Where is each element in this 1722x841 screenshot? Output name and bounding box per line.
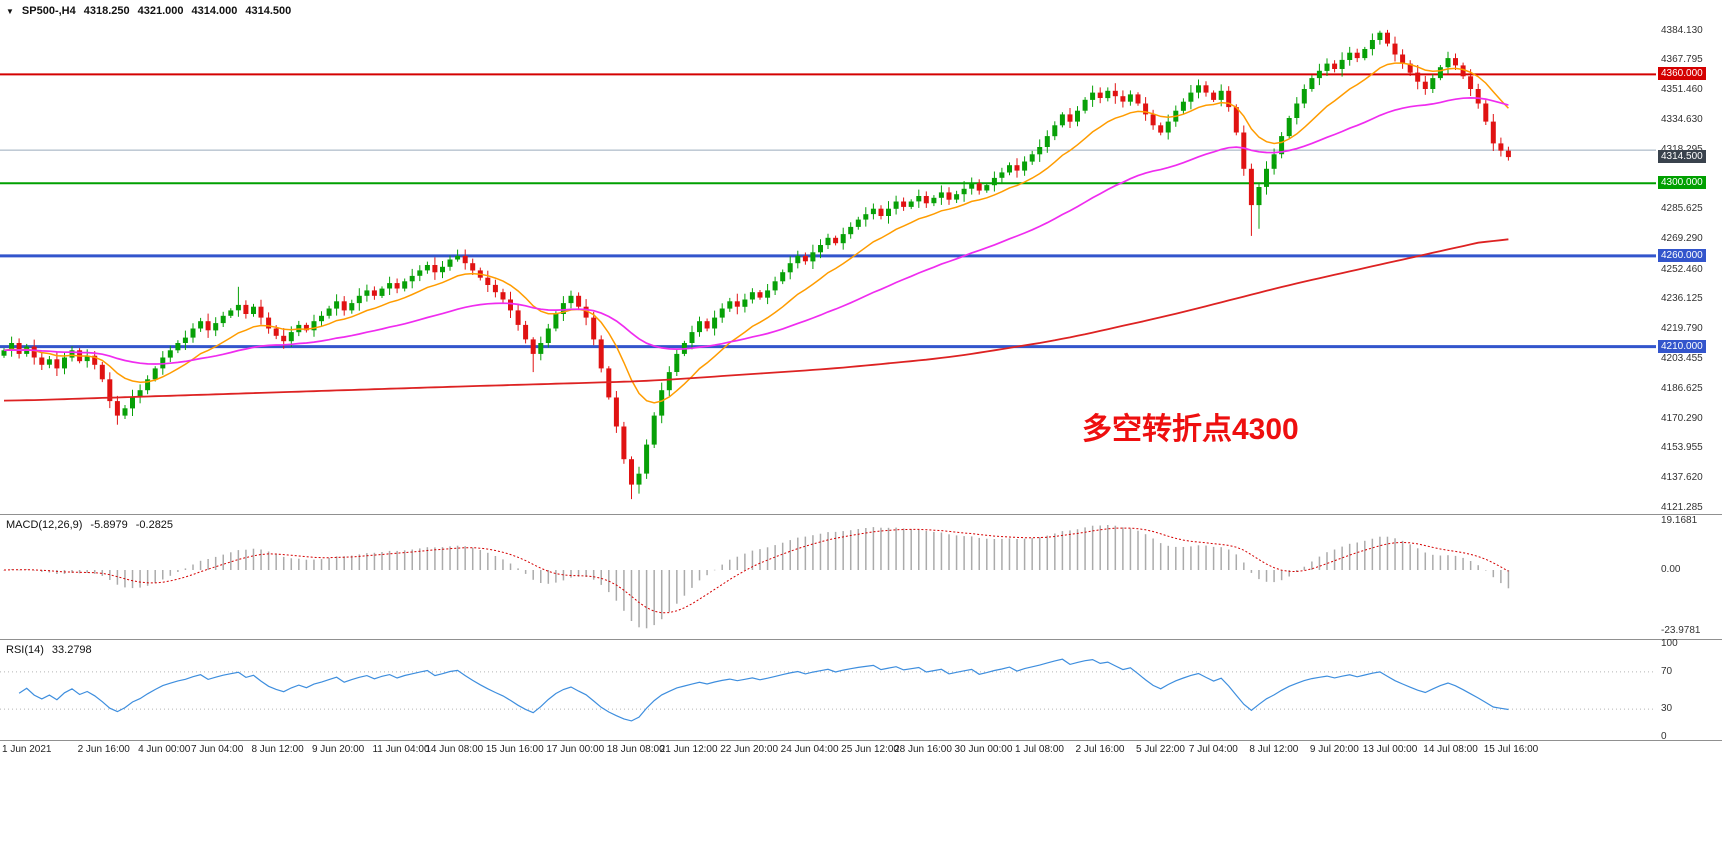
time-axis-label: 8 Jun 12:00	[251, 744, 304, 755]
candles-series	[1, 29, 1511, 500]
time-axis-label: 1 Jul 08:00	[1015, 744, 1064, 755]
ma-mid-magenta-path	[3, 97, 1509, 365]
time-axis-label: 30 Jun 00:00	[954, 744, 1013, 755]
rsi-panel-canvas[interactable]	[0, 640, 1722, 741]
time-axis-label: 22 Jun 20:00	[720, 744, 779, 755]
macd-histogram	[3, 525, 1510, 629]
time-axis-label: 7 Jul 04:00	[1188, 744, 1238, 755]
panel-divider[interactable]	[0, 639, 1722, 640]
time-axis-label: 1 Jun 2021	[2, 744, 52, 755]
macd-panel-canvas[interactable]	[0, 515, 1722, 640]
ohlc-low-value: 4314.000	[191, 5, 238, 17]
macd-main-value: -5.8979	[90, 519, 128, 531]
rsi-indicator-label: RSI(14)	[6, 644, 44, 656]
price-chart-canvas[interactable]	[0, 0, 1722, 515]
panel-divider[interactable]	[0, 514, 1722, 515]
time-axis-label: 15 Jun 16:00	[485, 744, 544, 755]
time-axis-label: 4 Jun 00:00	[138, 744, 191, 755]
chart-header: ▼ SP500-,H4 4318.250 4321.000 4314.000 4…	[6, 5, 291, 17]
time-axis-label: 2 Jun 16:00	[77, 744, 130, 755]
macd-indicator-label: MACD(12,26,9)	[6, 519, 83, 531]
macd-signal-line	[3, 527, 1509, 614]
time-axis-label: 15 Jul 16:00	[1483, 744, 1539, 755]
time-axis-label: 7 Jun 04:00	[191, 744, 244, 755]
ohlc-close-value: 4314.500	[245, 5, 292, 17]
time-axis[interactable]: 1 Jun 2021 2 Jun 16:00 4 Jun 00:00 7 Jun 04…	[0, 742, 1722, 760]
time-axis-label: 14 Jun 08:00	[425, 744, 484, 755]
macd-signal-value: -0.2825	[135, 519, 174, 531]
macd-header: MACD(12,26,9) -5.8979 -0.2825	[6, 519, 173, 531]
time-axis-label: 24 Jun 04:00	[780, 744, 839, 755]
symbol-period-label: SP500-,H4	[21, 5, 76, 17]
time-axis-label: 9 Jul 20:00	[1309, 744, 1359, 755]
collapse-chart-icon[interactable]: ▼	[6, 6, 14, 16]
ohlc-high-value: 4321.000	[137, 5, 184, 17]
ma-mid-magenta	[3, 97, 1509, 365]
rsi-value: 33.2798	[51, 644, 92, 656]
time-axis-label: 8 Jul 12:00	[1249, 744, 1299, 755]
rsi-line	[18, 658, 1509, 722]
time-axis-label: 14 Jul 08:00	[1423, 744, 1478, 755]
time-axis-label: 11 Jun 04:00	[372, 744, 430, 755]
annotation-text[interactable]: 多空转折点4300	[1082, 413, 1299, 446]
time-axis-label: 25 Jun 12:00	[841, 744, 899, 755]
ma-slow-red-path	[3, 238, 1509, 402]
time-axis-line	[0, 740, 1722, 741]
ohlc-open-value: 4318.250	[83, 5, 130, 17]
ma-fast-orange	[3, 62, 1509, 404]
time-axis-label: 5 Jul 22:00	[1136, 744, 1185, 755]
time-axis-label: 2 Jul 16:00	[1075, 744, 1125, 755]
time-axis-label: 18 Jun 08:00	[606, 744, 665, 755]
time-axis-label: 9 Jun 20:00	[311, 744, 365, 755]
time-axis-label: 17 Jun 00:00	[546, 744, 605, 755]
time-axis-label: 21 Jun 12:00	[659, 744, 718, 755]
ma-slow-red	[3, 238, 1509, 402]
time-axis-label: 28 Jun 16:00	[894, 744, 952, 755]
ma-fast-orange-path	[3, 62, 1509, 404]
time-axis-label: 13 Jul 00:00	[1362, 744, 1418, 755]
rsi-header: RSI(14) 33.2798	[6, 644, 92, 656]
